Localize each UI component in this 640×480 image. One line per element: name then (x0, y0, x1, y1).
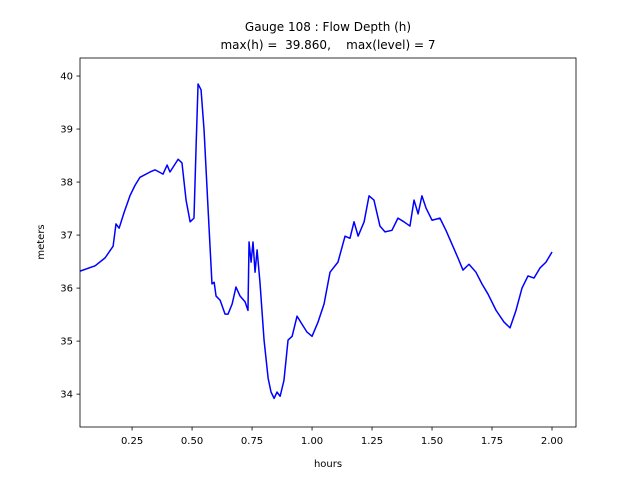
x-axis-label: hours (314, 459, 342, 470)
chart-title: Gauge 108 : Flow Depth (h) (245, 20, 411, 34)
x-tick-label: 1.00 (301, 436, 323, 447)
x-tick-label: 0.75 (241, 436, 263, 447)
x-tick-label: 1.50 (421, 436, 443, 447)
x-tick-label: 1.25 (361, 436, 383, 447)
x-tick-label: 2.00 (541, 436, 563, 447)
plot-frame (79, 57, 577, 428)
y-tick-label: 34 (60, 390, 73, 401)
x-tick-label: 0.50 (181, 436, 203, 447)
y-tick-label: 40 (60, 72, 73, 83)
y-tick-label: 35 (60, 337, 73, 348)
y-tick-label: 36 (60, 284, 73, 295)
data-line (79, 83, 553, 400)
y-tick-label: 38 (60, 178, 73, 189)
chart-subtitle: max(h) = 39.860, max(level) = 7 (220, 38, 435, 52)
y-axis-label: meters (36, 224, 47, 259)
x-tick-label: 0.25 (121, 436, 143, 447)
x-tick-label: 1.75 (481, 436, 503, 447)
y-tick-label: 37 (60, 231, 73, 242)
y-tick-label: 39 (60, 125, 73, 136)
